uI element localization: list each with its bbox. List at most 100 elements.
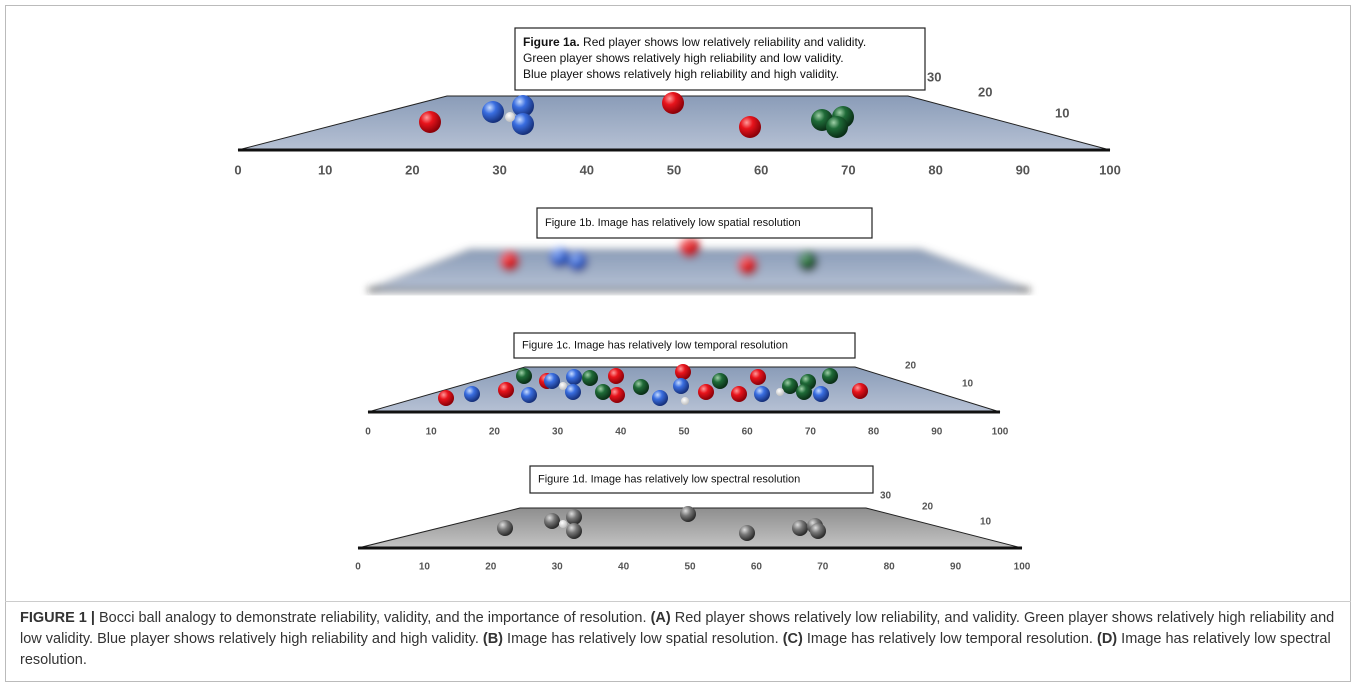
ball (608, 368, 624, 384)
ball (798, 252, 818, 272)
label-bold: Figure 1a. (523, 35, 580, 49)
label-line: Figure 1c. Image has relatively low temp… (522, 339, 788, 351)
caption-label: (A) (651, 610, 671, 626)
x-tick-label: 100 (1014, 562, 1031, 573)
ball (810, 523, 826, 539)
x-tick-label: 90 (1016, 162, 1030, 177)
ball (595, 384, 611, 400)
ball (852, 383, 868, 399)
ball (652, 390, 668, 406)
x-tick-label: 20 (489, 427, 501, 438)
ball (673, 378, 689, 394)
ball (559, 520, 567, 528)
label-line: Figure 1d. Image has relatively low spec… (538, 473, 800, 485)
ball (544, 373, 560, 389)
ball (512, 113, 534, 135)
ball (464, 386, 480, 402)
x-tick-label: 70 (817, 562, 829, 573)
ball (419, 111, 441, 133)
depth-label: 30 (880, 491, 892, 502)
ball (782, 378, 798, 394)
label-text: Figure 1b. Image has relatively low spat… (545, 217, 801, 229)
caption-label: (B) (483, 631, 503, 647)
ball (609, 387, 625, 403)
x-tick-label: 60 (751, 562, 763, 573)
x-tick-label: 80 (928, 162, 942, 177)
x-tick-label: 80 (884, 562, 896, 573)
label-text: Figure 1d. Image has relatively low spec… (538, 473, 800, 485)
ball (680, 506, 696, 522)
ball (662, 92, 684, 114)
panel (238, 92, 1110, 150)
x-tick-label: 0 (365, 427, 371, 438)
ball (521, 387, 537, 403)
label-line: Red player shows low relatively reliabil… (580, 35, 867, 49)
ball (675, 364, 691, 380)
ball (482, 101, 504, 123)
x-tick-label: 30 (552, 427, 564, 438)
depth-label: 20 (978, 84, 992, 99)
label-text: Figure 1a. Red player shows low relative… (523, 35, 866, 49)
ball (750, 369, 766, 385)
x-tick-label: 40 (618, 562, 630, 573)
x-tick-label: 90 (931, 427, 943, 438)
ball (500, 252, 520, 272)
depth-label: 10 (962, 379, 974, 390)
label-text: Blue player shows relatively high reliab… (523, 67, 839, 81)
x-tick-label: 60 (754, 162, 768, 177)
ball (566, 509, 582, 525)
x-tick-label: 10 (426, 427, 438, 438)
ball (568, 252, 588, 272)
ball (565, 384, 581, 400)
ball (731, 386, 747, 402)
ball (680, 238, 700, 258)
x-tick-label: 80 (868, 427, 880, 438)
caption-rule (5, 601, 1351, 602)
ball (566, 523, 582, 539)
depth-label: 20 (922, 502, 934, 513)
x-tick-label: 60 (742, 427, 754, 438)
x-tick-label: 100 (1099, 162, 1121, 177)
ball (633, 379, 649, 395)
caption-text: Image has relatively low spatial resolut… (503, 631, 783, 647)
ball (739, 525, 755, 541)
x-tick-label: 100 (992, 427, 1009, 438)
x-tick-label: 50 (678, 427, 690, 438)
x-tick-label: 10 (318, 162, 332, 177)
ball (582, 370, 598, 386)
ball (776, 388, 784, 396)
court (368, 250, 1030, 290)
x-tick-label: 40 (615, 427, 627, 438)
ball (566, 369, 582, 385)
caption-text: Bocci ball analogy to demonstrate reliab… (95, 610, 651, 626)
x-tick-label: 0 (355, 562, 361, 573)
ball (681, 397, 689, 405)
ball (738, 256, 758, 276)
ball (498, 382, 514, 398)
x-tick-label: 30 (552, 562, 564, 573)
caption-label: FIGURE 1 | (20, 610, 95, 626)
x-tick-label: 90 (950, 562, 962, 573)
ball (516, 368, 532, 384)
ball (438, 390, 454, 406)
ball (712, 373, 728, 389)
ball (813, 386, 829, 402)
ball (739, 116, 761, 138)
depth-label: 20 (905, 361, 917, 372)
ball (792, 520, 808, 536)
x-tick-label: 10 (419, 562, 431, 573)
ball (550, 248, 570, 268)
ball (698, 384, 714, 400)
x-tick-label: 50 (667, 162, 681, 177)
ball (826, 116, 848, 138)
label-text: Figure 1c. Image has relatively low temp… (522, 339, 788, 351)
caption-label: (D) (1097, 631, 1117, 647)
x-tick-label: 30 (492, 162, 506, 177)
depth-label: 30 (927, 69, 941, 84)
depth-label: 10 (980, 517, 992, 528)
ball (544, 513, 560, 529)
ball (754, 386, 770, 402)
x-tick-label: 20 (405, 162, 419, 177)
x-tick-label: 0 (234, 162, 241, 177)
